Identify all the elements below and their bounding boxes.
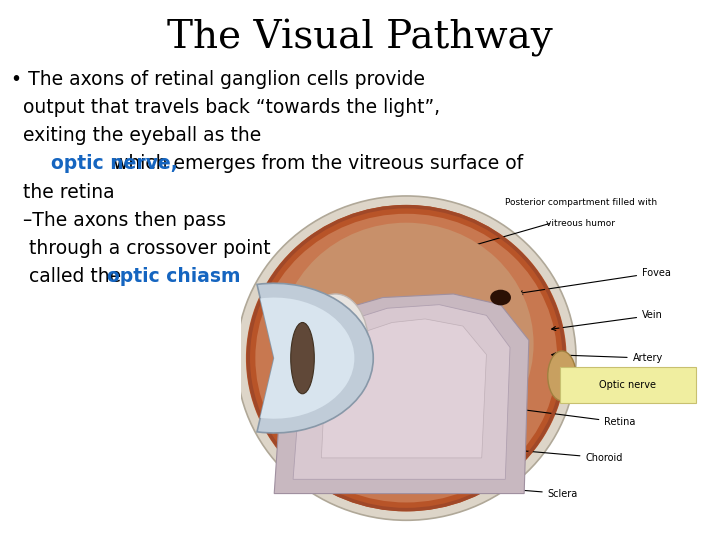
Ellipse shape xyxy=(548,351,576,401)
Circle shape xyxy=(490,289,511,306)
Text: Retina: Retina xyxy=(514,407,636,427)
Polygon shape xyxy=(293,305,510,480)
Polygon shape xyxy=(274,294,529,494)
FancyBboxPatch shape xyxy=(559,367,696,403)
Text: the retina: the retina xyxy=(11,183,114,201)
Text: optic chiasm: optic chiasm xyxy=(107,267,240,286)
Text: Sclera: Sclera xyxy=(434,482,578,498)
Ellipse shape xyxy=(236,196,576,521)
Text: through a crossover point: through a crossover point xyxy=(11,239,271,258)
Text: The Visual Pathway: The Visual Pathway xyxy=(167,19,553,57)
Text: Artery: Artery xyxy=(552,353,663,363)
Text: Fovea: Fovea xyxy=(518,268,671,295)
Text: Optic nerve: Optic nerve xyxy=(600,380,657,390)
Text: vitreous humor: vitreous humor xyxy=(546,219,616,228)
Text: Choroid: Choroid xyxy=(486,446,623,463)
Text: output that travels back “towards the light”,: output that travels back “towards the li… xyxy=(11,98,440,117)
Text: which emerges from the vitreous surface of: which emerges from the vitreous surface … xyxy=(101,154,523,173)
Wedge shape xyxy=(261,298,354,418)
Text: Vein: Vein xyxy=(552,310,663,330)
Text: called the: called the xyxy=(11,267,121,286)
Ellipse shape xyxy=(291,322,315,394)
Text: Posterior compartment filled with: Posterior compartment filled with xyxy=(505,198,657,207)
Wedge shape xyxy=(257,284,373,433)
Ellipse shape xyxy=(256,214,557,502)
Text: • The axons of retinal ganglion cells provide: • The axons of retinal ganglion cells pr… xyxy=(11,70,425,89)
Text: –The axons then pass: –The axons then pass xyxy=(11,211,226,229)
Text: exiting the eyeball as the: exiting the eyeball as the xyxy=(11,126,261,145)
Ellipse shape xyxy=(279,222,534,465)
Ellipse shape xyxy=(302,294,369,394)
Polygon shape xyxy=(321,319,487,458)
Text: optic nerve,: optic nerve, xyxy=(51,154,178,173)
Ellipse shape xyxy=(246,205,567,511)
